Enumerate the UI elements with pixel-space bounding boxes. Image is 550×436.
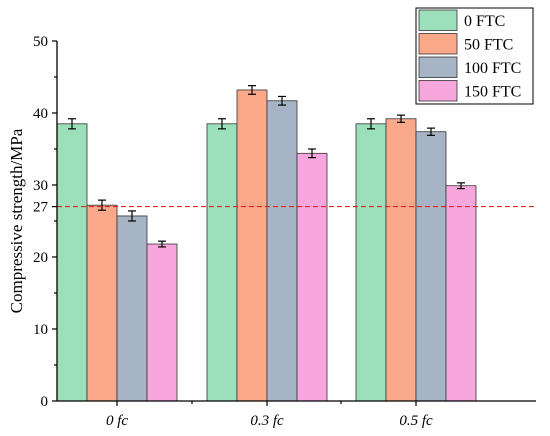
error-bars-layer <box>68 85 465 248</box>
legend-label: 50 FTC <box>464 37 513 54</box>
legend-items: 0 FTC 50 FTC 100 FTC 150 FTC <box>418 9 521 102</box>
error-bar <box>68 118 76 130</box>
y-axis-label: Compressive strength/MPa <box>7 128 26 313</box>
legend-label: 150 FTC <box>464 84 521 101</box>
error-bar <box>427 127 435 136</box>
bar-100-ftc-0 <box>116 215 148 402</box>
bar-150-ftc-0 <box>146 243 178 402</box>
error-bar <box>218 118 226 130</box>
error-bar <box>248 85 256 95</box>
legend: 0 FTC 50 FTC 100 FTC 150 FTC <box>415 7 534 105</box>
error-bar <box>278 95 286 106</box>
legend-swatch <box>418 33 458 55</box>
legend-label: 0 FTC <box>464 13 505 30</box>
bar-100-ftc-2 <box>415 131 447 402</box>
bar-0-ftc-0 <box>56 123 88 402</box>
x-tick-label: 0.3 fc <box>250 413 284 429</box>
y-tick-label: 40 <box>33 106 48 122</box>
x-tick-label: 0.5 fc <box>399 413 433 429</box>
error-bar <box>128 210 136 222</box>
legend-label: 100 FTC <box>464 60 521 77</box>
bar-150-ftc-2 <box>445 185 477 402</box>
error-bar <box>397 114 405 123</box>
bar-150-ftc-1 <box>296 152 328 402</box>
error-bar <box>457 182 465 190</box>
y-tick-label: 50 <box>33 34 48 50</box>
bar-0-ftc-1 <box>206 123 238 402</box>
x-tick-label: 0 fc <box>106 413 128 429</box>
bar-50-ftc-0 <box>86 204 118 402</box>
bar-50-ftc-1 <box>236 89 268 402</box>
error-bar <box>308 148 316 159</box>
y-ticks: 0 10 20 30 40 50 27 <box>33 34 57 410</box>
y-tick-label-extra: 27 <box>33 200 49 216</box>
legend-item: 150 FTC <box>418 80 521 102</box>
error-bar <box>367 118 375 130</box>
y-tick-label: 10 <box>33 322 48 338</box>
bar-100-ftc-1 <box>266 100 298 402</box>
legend-item: 100 FTC <box>418 56 521 78</box>
bar-50-ftc-2 <box>385 118 417 402</box>
y-tick-label: 30 <box>33 178 48 194</box>
bar-0-ftc-2 <box>355 123 387 402</box>
x-ticks: 0 fc 0.3 fc 0.5 fc <box>106 401 433 429</box>
y-tick-label: 0 <box>41 394 49 410</box>
legend-swatch <box>418 80 458 102</box>
error-bar <box>98 199 106 211</box>
legend-swatch <box>418 9 458 31</box>
legend-swatch <box>418 56 458 78</box>
legend-item: 50 FTC <box>418 33 513 55</box>
legend-item: 0 FTC <box>418 9 505 31</box>
y-tick-label: 20 <box>33 250 48 266</box>
bars-layer <box>56 89 477 402</box>
error-bar <box>158 240 166 248</box>
